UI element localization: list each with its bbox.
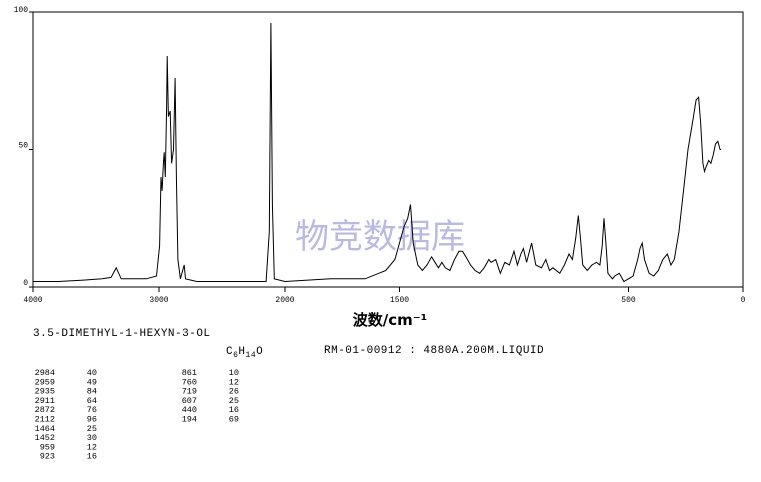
peak-wavenumber: 861 [182, 368, 197, 378]
spectrum-line [33, 22, 722, 283]
peak-wavenumber: 2911 [35, 396, 55, 406]
peak-intensity: 10 [229, 368, 239, 378]
peak-intensity: 76 [87, 405, 97, 415]
peak-intensity: 49 [87, 377, 97, 387]
peak-intensity: 12 [87, 442, 97, 452]
peak-wavenumber: 440 [182, 405, 197, 415]
peak-intensity: 69 [229, 415, 239, 425]
peak-wavenumber: 923 [40, 452, 55, 462]
peak-intensity: 16 [229, 405, 239, 415]
peak-wavenumber: 2959 [35, 377, 55, 387]
sample-info: RM-01-00912 : 4880A.200M.LIQUID [324, 345, 544, 357]
formula-part: O [256, 346, 263, 358]
x-tick-label: 3000 [149, 296, 168, 305]
peak-intensity: 25 [87, 424, 97, 434]
peak-wavenumber: 194 [182, 415, 197, 425]
x-tick-label: 0 [741, 296, 746, 305]
formula: C6H14O [226, 346, 263, 360]
y-tick-label: 100 [14, 6, 29, 15]
peak-intensity: 84 [87, 387, 97, 397]
peak-wavenumber: 959 [40, 442, 55, 452]
peak-intensity: 40 [87, 368, 97, 378]
peak-intensity: 26 [229, 387, 239, 397]
y-tick-label: 50 [18, 142, 28, 151]
peak-wavenumber: 1452 [35, 433, 55, 443]
formula-part: 14 [246, 351, 257, 360]
peak-intensity: 16 [87, 452, 97, 462]
x-tick-label: 2000 [275, 296, 294, 305]
peak-intensity: 12 [229, 377, 239, 387]
watermark: 物竞数据库 [295, 217, 465, 257]
peak-intensity: 30 [87, 433, 97, 443]
peak-intensity: 64 [87, 396, 97, 406]
formula-part: H [238, 346, 245, 358]
peak-wavenumber: 607 [182, 396, 197, 406]
peak-wavenumber: 719 [182, 387, 197, 397]
formula-part: C [226, 346, 233, 358]
x-axis-label: 波数/cm⁻¹ [353, 311, 428, 329]
peak-intensity: 96 [87, 415, 97, 425]
peak-wavenumber: 760 [182, 377, 197, 387]
peak-wavenumber: 1464 [35, 424, 55, 434]
x-tick-label: 1500 [390, 296, 409, 305]
peak-wavenumber: 2872 [35, 405, 55, 415]
peak-wavenumber: 2112 [35, 415, 55, 425]
peak-intensity: 25 [229, 396, 239, 406]
formula-part: 6 [233, 351, 238, 360]
compound-name: 3.5-DIMETHYL-1-HEXYN-3-OL [33, 328, 211, 340]
x-tick-label: 500 [621, 296, 636, 305]
peak-wavenumber: 2935 [35, 387, 55, 397]
y-tick-label: 0 [23, 279, 28, 288]
peak-wavenumber: 2984 [35, 368, 55, 378]
x-tick-label: 4000 [23, 296, 42, 305]
